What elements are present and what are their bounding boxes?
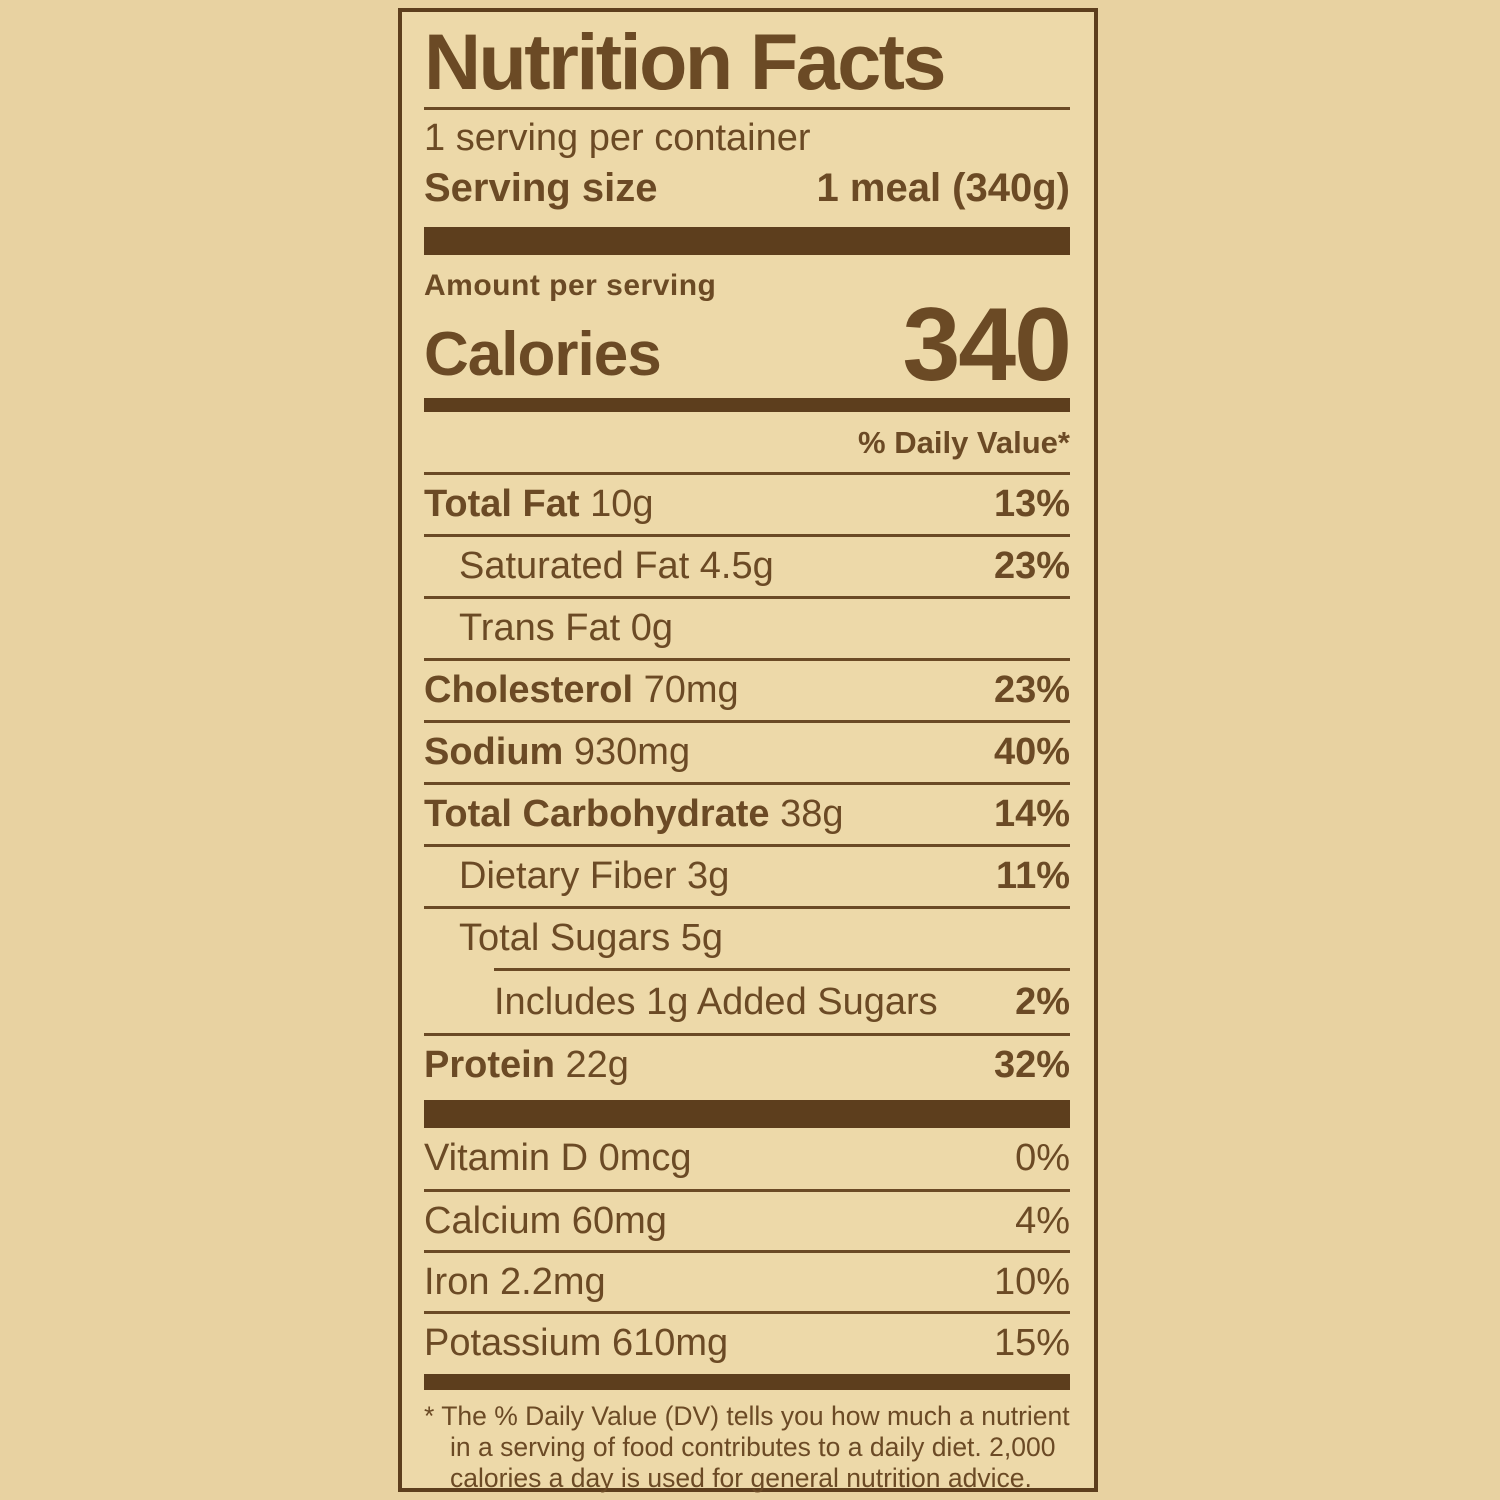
- nutrient-text: Total Sugars 5g: [424, 917, 723, 960]
- nutrient-amount: 38g: [769, 793, 844, 836]
- vitamin-section: Vitamin D 0mcg 0% Calcium 60mg 4% Iron 2…: [424, 1128, 1070, 1372]
- nutrient-amount: Saturated Fat 4.5g: [459, 545, 774, 588]
- nutrient-text: Trans Fat 0g: [424, 607, 673, 650]
- nutrient-row-total-carbohydrate: Total Carbohydrate 38g 14%: [424, 782, 1070, 844]
- amount-per-serving-label: Amount per serving: [424, 269, 717, 303]
- nutrient-row-cholesterol: Cholesterol 70mg 23%: [424, 658, 1070, 720]
- nutrition-facts-label: Nutrition Facts 1 serving per container …: [398, 8, 1098, 1494]
- vitamin-row-calcium: Calcium 60mg 4%: [424, 1189, 1070, 1250]
- nutrient-dv: 23%: [993, 545, 1070, 588]
- nutrient-amount: 930mg: [563, 731, 691, 774]
- title-divider: [424, 107, 1070, 110]
- nutrient-name: Cholesterol: [424, 669, 634, 712]
- vitamin-dv: 4%: [1015, 1199, 1070, 1242]
- nutrient-row-added-sugars: Includes 1g Added Sugars 2%: [424, 971, 1070, 1033]
- section-divider-bar: [424, 1100, 1070, 1129]
- section-divider-bar: [424, 398, 1070, 413]
- nutrient-row-trans-fat: Trans Fat 0g: [424, 596, 1070, 658]
- nutrient-amount: 22g: [554, 1044, 629, 1087]
- nutrient-text: Cholesterol 70mg: [424, 669, 739, 712]
- nutrient-text: Dietary Fiber 3g: [424, 855, 729, 898]
- nutrient-amount: Trans Fat 0g: [459, 607, 674, 650]
- nutrient-dv: 23%: [993, 669, 1070, 712]
- vitamin-text: Calcium 60mg: [424, 1199, 667, 1242]
- vitamin-text: Vitamin D 0mcg: [424, 1137, 692, 1180]
- daily-value-footnote: * The % Daily Value (DV) tells you how m…: [424, 1401, 1070, 1494]
- nutrient-dv: 14%: [993, 793, 1070, 836]
- vitamin-row-vitamin-d: Vitamin D 0mcg 0%: [424, 1128, 1070, 1189]
- nutrient-dv: 11%: [996, 855, 1070, 898]
- nutrient-amount: Total Sugars 5g: [459, 917, 724, 960]
- nutrient-row-sodium: Sodium 930mg 40%: [424, 720, 1070, 782]
- nutrient-text: Protein 22g: [424, 1044, 629, 1087]
- calories-row: Calories 340: [424, 287, 1072, 404]
- nutrient-row-total-fat: Total Fat 10g 13%: [424, 472, 1070, 534]
- label-title: Nutrition Facts: [424, 17, 946, 106]
- calories-value: 340: [902, 287, 1072, 404]
- daily-value-header: % Daily Value*: [858, 425, 1070, 461]
- calories-label: Calories: [424, 320, 662, 390]
- nutrient-amount: Dietary Fiber 3g: [459, 855, 730, 898]
- nutrient-row-saturated-fat: Saturated Fat 4.5g 23%: [424, 534, 1070, 596]
- nutrient-name: Total Fat: [424, 483, 580, 526]
- nutrient-name: Protein: [424, 1044, 555, 1087]
- vitamin-text: Iron 2.2mg: [424, 1260, 606, 1303]
- nutrient-amount: 70mg: [633, 669, 739, 712]
- nutrient-row-dietary-fiber: Dietary Fiber 3g 11%: [424, 844, 1070, 906]
- vitamin-text: Potassium 610mg: [424, 1321, 729, 1364]
- nutrient-dv: 13%: [993, 483, 1070, 526]
- nutrient-amount: Includes 1g Added Sugars: [494, 980, 938, 1023]
- serving-size-value: 1 meal (340g): [816, 166, 1070, 211]
- nutrient-amount: 10g: [579, 483, 654, 526]
- vitamin-row-iron: Iron 2.2mg 10%: [424, 1250, 1070, 1311]
- nutrient-text: Saturated Fat 4.5g: [424, 545, 774, 588]
- indented-divider: [494, 968, 1070, 972]
- nutrient-text: Total Fat 10g: [424, 483, 653, 526]
- nutrient-section: Total Fat 10g 13% Saturated Fat 4.5g 23%…: [424, 472, 1070, 1095]
- vitamin-row-potassium: Potassium 610mg 15%: [424, 1311, 1070, 1372]
- nutrient-text: Includes 1g Added Sugars: [424, 981, 938, 1024]
- section-divider-bar: [424, 1374, 1070, 1391]
- nutrient-row-total-sugars: Total Sugars 5g: [424, 906, 1070, 968]
- serving-size-row: Serving size 1 meal (340g): [424, 164, 1070, 212]
- section-divider-bar: [424, 227, 1070, 256]
- vitamin-dv: 0%: [1015, 1137, 1070, 1180]
- servings-per-container: 1 serving per container: [424, 117, 811, 159]
- nutrient-name: Total Carbohydrate: [424, 793, 770, 836]
- nutrient-row-protein: Protein 22g 32%: [424, 1033, 1070, 1095]
- serving-size-label: Serving size: [424, 166, 658, 211]
- nutrient-dv: 2%: [1015, 980, 1070, 1023]
- vitamin-dv: 15%: [993, 1321, 1070, 1364]
- nutrient-name: Sodium: [424, 731, 564, 774]
- nutrient-text: Sodium 930mg: [424, 731, 690, 774]
- nutrient-text: Total Carbohydrate 38g: [424, 793, 844, 836]
- nutrient-dv: 40%: [993, 731, 1070, 774]
- nutrient-dv: 32%: [993, 1044, 1070, 1087]
- vitamin-dv: 10%: [993, 1260, 1070, 1303]
